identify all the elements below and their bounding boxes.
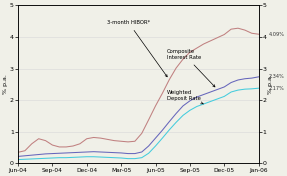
Y-axis label: % p.a.: % p.a. [3, 74, 9, 94]
Text: Weighted
Deposit Rate: Weighted Deposit Rate [167, 90, 203, 104]
Text: 2.17%: 2.17% [268, 86, 284, 91]
Y-axis label: % p.a.: % p.a. [268, 74, 273, 94]
Text: 4.09%: 4.09% [268, 32, 284, 37]
Text: Composite
Interest Rate: Composite Interest Rate [167, 49, 215, 87]
Text: 2.34%: 2.34% [268, 74, 284, 79]
Text: 3-month HIBOR*: 3-month HIBOR* [107, 20, 167, 77]
